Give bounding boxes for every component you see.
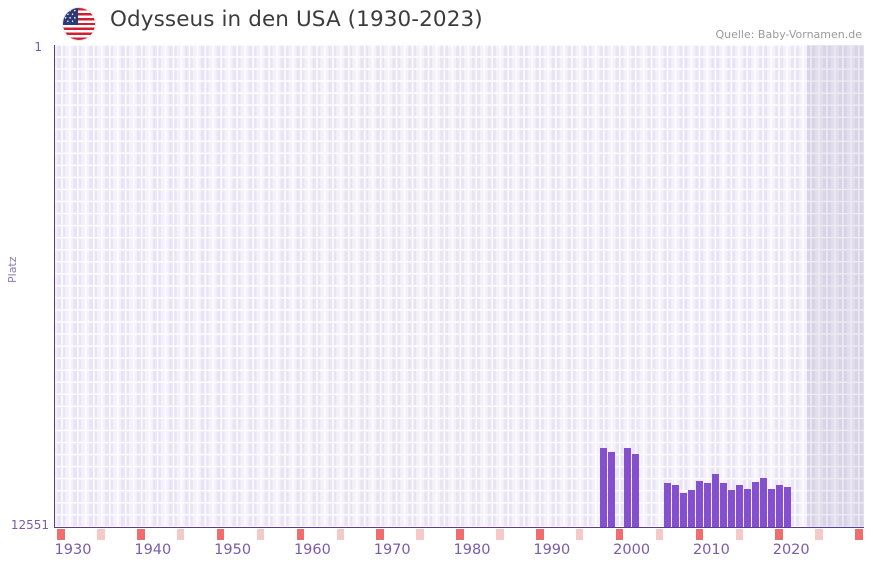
x-axis-tick <box>456 528 464 540</box>
bar[interactable] <box>735 485 743 527</box>
plot-area <box>54 45 864 527</box>
x-axis-label: 1990 <box>533 542 571 558</box>
x-axis-tick <box>855 528 863 540</box>
us-flag-icon <box>63 8 95 40</box>
bar[interactable] <box>775 484 783 527</box>
bar[interactable] <box>703 482 711 527</box>
x-axis-minor-tick <box>735 528 744 540</box>
x-axis-minor-tick <box>655 528 664 540</box>
future-shaded-region <box>807 45 864 527</box>
bar[interactable] <box>711 474 719 527</box>
x-axis-minor-tick <box>496 528 504 540</box>
y-tick-label-bottom: 12551 <box>10 518 49 532</box>
bar[interactable] <box>671 485 680 527</box>
x-axis-label: 1940 <box>134 542 172 558</box>
x-axis-label: 1930 <box>54 542 92 558</box>
bar[interactable] <box>759 477 767 527</box>
x-axis-line <box>54 526 864 529</box>
bar[interactable] <box>608 451 616 527</box>
x-axis-label: 2020 <box>772 542 810 558</box>
x-axis-tick <box>216 528 225 540</box>
bar[interactable] <box>719 483 727 527</box>
x-axis-tick <box>615 528 624 540</box>
page-title: Odysseus in den USA (1930-2023) <box>110 7 483 32</box>
bar[interactable] <box>751 481 759 527</box>
bar[interactable] <box>743 489 751 527</box>
x-axis-label: 1950 <box>214 542 252 558</box>
x-axis-tick <box>376 528 384 540</box>
bar[interactable] <box>623 448 632 527</box>
x-axis-tick <box>57 528 65 540</box>
bar[interactable] <box>663 482 672 527</box>
x-axis-minor-tick <box>815 528 823 540</box>
x-axis-minor-tick <box>336 528 345 540</box>
bar[interactable] <box>783 487 791 527</box>
x-axis-minor-tick <box>176 528 185 540</box>
flag-canton <box>63 8 78 26</box>
bar[interactable] <box>695 480 703 527</box>
x-axis-label: 1980 <box>453 542 491 558</box>
grid-lines <box>54 45 864 527</box>
x-axis-tick <box>137 528 145 540</box>
bar[interactable] <box>767 489 775 527</box>
x-axis-minor-tick <box>575 528 584 540</box>
x-axis-label: 1960 <box>293 542 331 558</box>
y-tick-label-top: 1 <box>34 40 42 54</box>
y-axis-title: Platz <box>6 256 19 283</box>
x-axis-tick <box>296 528 305 540</box>
x-axis-minor-tick <box>416 528 424 540</box>
bar[interactable] <box>679 493 688 527</box>
x-axis-tick <box>775 528 783 540</box>
x-axis-label: 2010 <box>692 542 730 558</box>
y-axis-line <box>53 45 56 527</box>
x-axis-label: 1970 <box>373 542 411 558</box>
x-axis-minor-tick <box>97 528 105 540</box>
source-attribution: Quelle: Baby-Vornamen.de <box>715 28 862 41</box>
x-axis-tick <box>695 528 704 540</box>
bar[interactable] <box>600 447 608 527</box>
x-axis-label: 2000 <box>613 542 651 558</box>
x-axis-minor-tick <box>256 528 265 540</box>
bar[interactable] <box>631 454 640 527</box>
bar[interactable] <box>727 490 735 527</box>
x-axis-tick <box>536 528 544 540</box>
chart-header: Odysseus in den USA (1930-2023) Quelle: … <box>0 0 873 45</box>
bar[interactable] <box>687 490 695 527</box>
